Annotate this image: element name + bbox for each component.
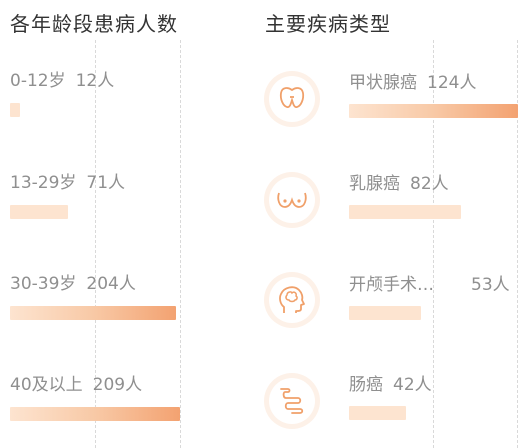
disease-chart-title: 主要疾病类型 bbox=[265, 12, 391, 36]
age-category-label: 30-39岁 bbox=[10, 274, 77, 294]
brain-head-icon-badge bbox=[264, 272, 320, 328]
disease-gridline-1 bbox=[433, 40, 434, 448]
age-row-label: 40及以上 209人 bbox=[10, 374, 142, 396]
disease-count-label: 42人 bbox=[393, 375, 432, 395]
age-row-label: 13-29岁 71人 bbox=[10, 172, 125, 194]
thyroid-icon bbox=[279, 87, 305, 109]
disease-bar-brain-surgery bbox=[349, 306, 421, 320]
age-category-label: 13-29岁 bbox=[10, 173, 77, 193]
disease-name-label: 肠癌 bbox=[349, 375, 383, 395]
age-row-label: 30-39岁 204人 bbox=[10, 273, 136, 295]
disease-count-label: 124人 bbox=[427, 73, 477, 93]
thyroid-icon-badge bbox=[264, 71, 320, 127]
age-gridline-1 bbox=[95, 40, 96, 448]
disease-row-label: 肠癌 42人 bbox=[349, 374, 432, 396]
breast-icon-badge bbox=[264, 172, 320, 228]
age-chart-title: 各年龄段患病人数 bbox=[10, 12, 178, 36]
disease-row-label: 开颅手术… bbox=[349, 274, 434, 296]
age-category-label: 40及以上 bbox=[10, 375, 83, 395]
disease-name-label: 甲状腺癌 bbox=[349, 73, 417, 93]
intestine-icon-badge bbox=[264, 373, 320, 429]
disease-count-label: 53人 bbox=[471, 275, 510, 295]
disease-row-label: 甲状腺癌 124人 bbox=[349, 72, 476, 94]
age-gridline-2 bbox=[180, 40, 181, 448]
age-count-label: 12人 bbox=[75, 71, 115, 91]
age-count-label: 71人 bbox=[86, 173, 126, 193]
age-bar-0-12 bbox=[10, 103, 20, 117]
age-bar-13-29 bbox=[10, 205, 68, 219]
age-bar-40-plus bbox=[10, 407, 180, 421]
age-count-label: 209人 bbox=[92, 375, 143, 395]
intestine-icon bbox=[280, 388, 304, 414]
brain-head-icon bbox=[279, 286, 305, 313]
disease-count-label-right: 53人 bbox=[471, 274, 510, 296]
disease-gridline-2 bbox=[517, 40, 518, 448]
age-count-label: 204人 bbox=[86, 274, 136, 294]
age-category-label: 0-12岁 bbox=[10, 71, 66, 91]
disease-name-label: 乳腺癌 bbox=[349, 174, 400, 194]
disease-bar-breast bbox=[349, 205, 461, 219]
age-bar-30-39 bbox=[10, 306, 176, 320]
disease-bar-thyroid bbox=[349, 104, 518, 118]
disease-name-label: 开颅手术… bbox=[349, 275, 434, 295]
disease-row-label: 乳腺癌 82人 bbox=[349, 173, 449, 195]
breast-icon bbox=[277, 192, 307, 208]
disease-count-label: 82人 bbox=[410, 174, 449, 194]
disease-bar-intestine bbox=[349, 406, 406, 420]
age-row-label: 0-12岁 12人 bbox=[10, 70, 114, 92]
